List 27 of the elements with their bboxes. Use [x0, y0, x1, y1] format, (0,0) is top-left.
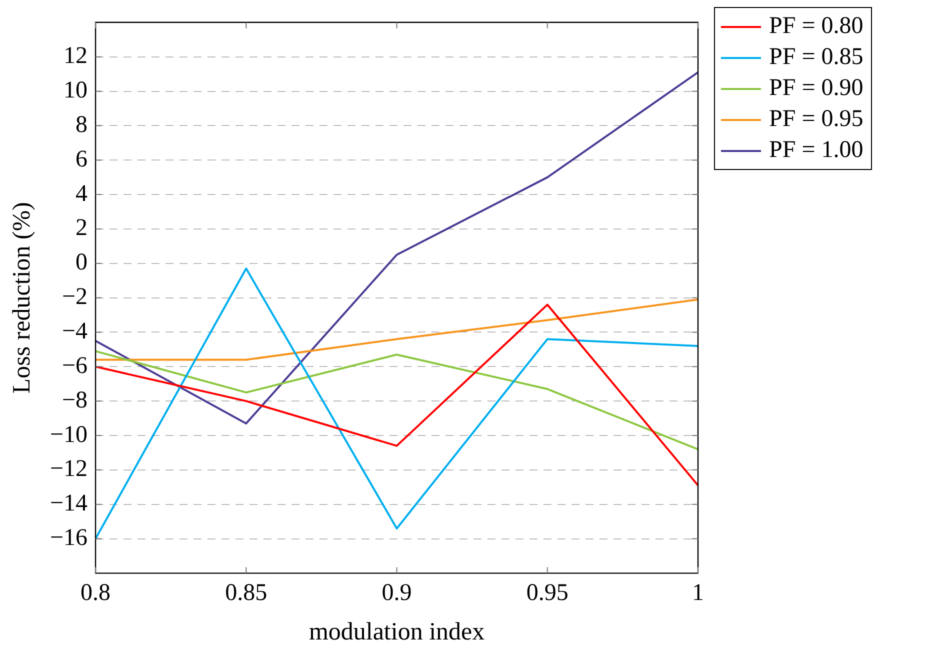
legend-label: PF = 0.80 [769, 13, 864, 40]
legend-label: PF = 0.90 [769, 75, 864, 102]
y-tick-label: −12 [50, 456, 88, 482]
x-tick-label: 0.85 [225, 580, 268, 606]
y-tick-label: 10 [64, 78, 88, 104]
legend-label: PF = 1.00 [769, 137, 864, 164]
y-tick-label: −14 [50, 490, 88, 517]
y-tick-label: 8 [76, 112, 88, 138]
y-tick-label: 6 [76, 146, 88, 172]
y-tick-label: 4 [76, 180, 88, 207]
x-tick-label: 1 [692, 580, 704, 606]
y-tick-label: 2 [76, 215, 88, 242]
legend-label: PF = 0.85 [769, 44, 864, 71]
y-tick-label: −16 [50, 525, 88, 552]
y-tick-label: −8 [62, 387, 88, 414]
x-tick-label: 0.8 [80, 580, 111, 606]
y-axis-title: Loss reduction (%) [8, 202, 36, 394]
y-tick-label: −10 [50, 422, 88, 448]
x-tick-label: 0.95 [526, 580, 568, 606]
x-tick-label: 0.9 [382, 580, 412, 606]
x-axis-title: modulation index [308, 618, 486, 646]
y-tick-label: −2 [62, 284, 88, 310]
y-tick-label: 0 [76, 250, 88, 276]
y-tick-label: −4 [62, 318, 88, 345]
y-tick-label: 12 [64, 43, 88, 70]
legend-label: PF = 0.95 [769, 106, 864, 133]
y-tick-label: −6 [62, 352, 88, 379]
